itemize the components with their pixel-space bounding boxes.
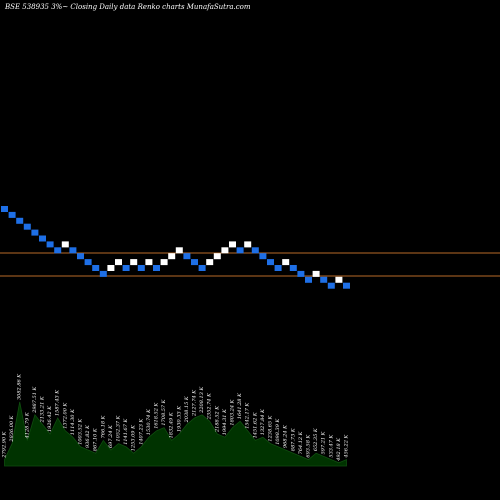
volume-label: 2792.90 K bbox=[2, 431, 8, 458]
volume-label: 1618.52 K bbox=[154, 403, 160, 429]
down-brick bbox=[31, 229, 39, 236]
up-brick bbox=[61, 241, 69, 248]
volume-label: 1372.00 K bbox=[62, 403, 68, 429]
down-brick bbox=[198, 265, 206, 271]
volume-label: 697.24 K bbox=[108, 425, 114, 448]
up-brick bbox=[213, 253, 221, 260]
volume-label: 1832.49 K bbox=[169, 412, 175, 438]
volume-label: 4128.79 K bbox=[24, 412, 30, 439]
volume-label: 867.10 K bbox=[93, 428, 99, 451]
volume-label: 456.22 K bbox=[344, 435, 350, 459]
renko-bricks bbox=[1, 206, 350, 289]
down-brick bbox=[54, 247, 62, 254]
down-brick bbox=[46, 241, 54, 248]
down-brick bbox=[259, 253, 267, 260]
up-brick bbox=[130, 259, 138, 266]
volume-label: 764.12 K bbox=[298, 431, 304, 454]
down-brick bbox=[99, 270, 107, 277]
down-brick bbox=[84, 259, 92, 266]
down-brick bbox=[267, 259, 274, 266]
up-brick bbox=[115, 259, 122, 266]
volume-label: 1930.33 K bbox=[176, 406, 182, 432]
volume-label: 693.58 K bbox=[306, 435, 312, 458]
down-brick bbox=[122, 265, 130, 271]
down-brick bbox=[77, 253, 84, 260]
volume-label: 2127.74 K bbox=[192, 390, 198, 417]
down-brick bbox=[39, 235, 46, 242]
volume-label: 1141.67 K bbox=[123, 419, 129, 445]
up-brick bbox=[335, 276, 343, 283]
up-brick bbox=[282, 259, 290, 266]
volume-label: 2352.74 K bbox=[207, 393, 213, 420]
down-brick bbox=[343, 282, 350, 289]
down-brick bbox=[327, 282, 335, 289]
down-brick bbox=[69, 247, 77, 254]
up-brick bbox=[312, 270, 320, 277]
volume-label: 652.35 K bbox=[313, 428, 319, 451]
down-brick bbox=[16, 217, 24, 224]
volume-label: 2133.21 K bbox=[40, 396, 46, 423]
down-brick bbox=[92, 265, 100, 271]
volume-label: 492.18 K bbox=[336, 438, 342, 462]
volume-label: 1803.24 K bbox=[230, 399, 236, 425]
up-brick bbox=[229, 241, 236, 248]
volume-label: 1708.57 K bbox=[161, 399, 167, 425]
down-brick bbox=[23, 223, 31, 230]
down-brick bbox=[305, 276, 312, 283]
down-brick bbox=[251, 247, 259, 254]
down-brick bbox=[297, 270, 305, 277]
volume-label: 3082.86 K bbox=[17, 374, 23, 400]
down-brick bbox=[153, 265, 160, 271]
up-brick bbox=[145, 259, 153, 266]
volume-label: 2208.13 K bbox=[199, 387, 205, 414]
up-brick bbox=[107, 265, 115, 271]
up-brick bbox=[168, 253, 176, 260]
volume-label: 1994.31 K bbox=[222, 409, 228, 435]
up-brick bbox=[244, 241, 252, 248]
volume-label: 1407.23 K bbox=[138, 419, 144, 445]
volume-label: 766.18 K bbox=[100, 415, 106, 438]
up-brick bbox=[175, 247, 183, 254]
volume-label: 936.82 K bbox=[85, 425, 91, 448]
down-brick bbox=[236, 247, 244, 254]
down-brick bbox=[320, 276, 328, 283]
up-brick bbox=[221, 247, 229, 254]
up-brick bbox=[160, 259, 168, 266]
volume-label: 1542.17 K bbox=[245, 403, 251, 429]
volume-label: 1238.65 K bbox=[268, 415, 274, 441]
chart-title: BSE 538935 3%~ Closing Daily data Renko … bbox=[5, 3, 251, 11]
volume-label: 1451.62 K bbox=[252, 412, 258, 438]
volume-label: 887.73 K bbox=[290, 428, 296, 451]
volume-label: 1926.42 K bbox=[47, 406, 53, 432]
volume-label: 1052.37 K bbox=[116, 415, 122, 441]
volume-label: 2836.00 K bbox=[9, 415, 15, 442]
down-brick bbox=[191, 259, 198, 266]
down-brick bbox=[183, 253, 191, 260]
volume-label: 1641.28 K bbox=[237, 393, 243, 419]
volume-label: 533.47 K bbox=[328, 435, 334, 458]
volume-label: 1587.43 K bbox=[55, 390, 61, 416]
volume-label: 597.21 K bbox=[321, 431, 327, 454]
volume-label: 2038.15 K bbox=[184, 396, 190, 423]
volume-label: 2188.52 K bbox=[214, 406, 220, 433]
down-brick bbox=[137, 265, 145, 271]
volume-label: 1253.09 K bbox=[131, 425, 137, 451]
down-brick bbox=[8, 211, 16, 218]
volume-label: 1003.52 K bbox=[78, 419, 84, 445]
volume-label: 1098.39 K bbox=[275, 419, 281, 445]
down-brick bbox=[274, 265, 282, 271]
down-brick bbox=[1, 206, 8, 212]
down-brick bbox=[289, 265, 297, 271]
volume-label: 968.24 K bbox=[283, 425, 289, 448]
volume-label: 2987.51 K bbox=[32, 387, 38, 414]
up-brick bbox=[206, 259, 214, 266]
volume-label: 1327.84 K bbox=[260, 409, 266, 435]
volume-label: 1114.30 K bbox=[70, 409, 76, 435]
volume-area bbox=[4, 401, 347, 467]
reference-lines bbox=[0, 252, 500, 277]
volume-label: 1530.74 K bbox=[146, 409, 152, 435]
volume-area-fill bbox=[4, 401, 347, 467]
